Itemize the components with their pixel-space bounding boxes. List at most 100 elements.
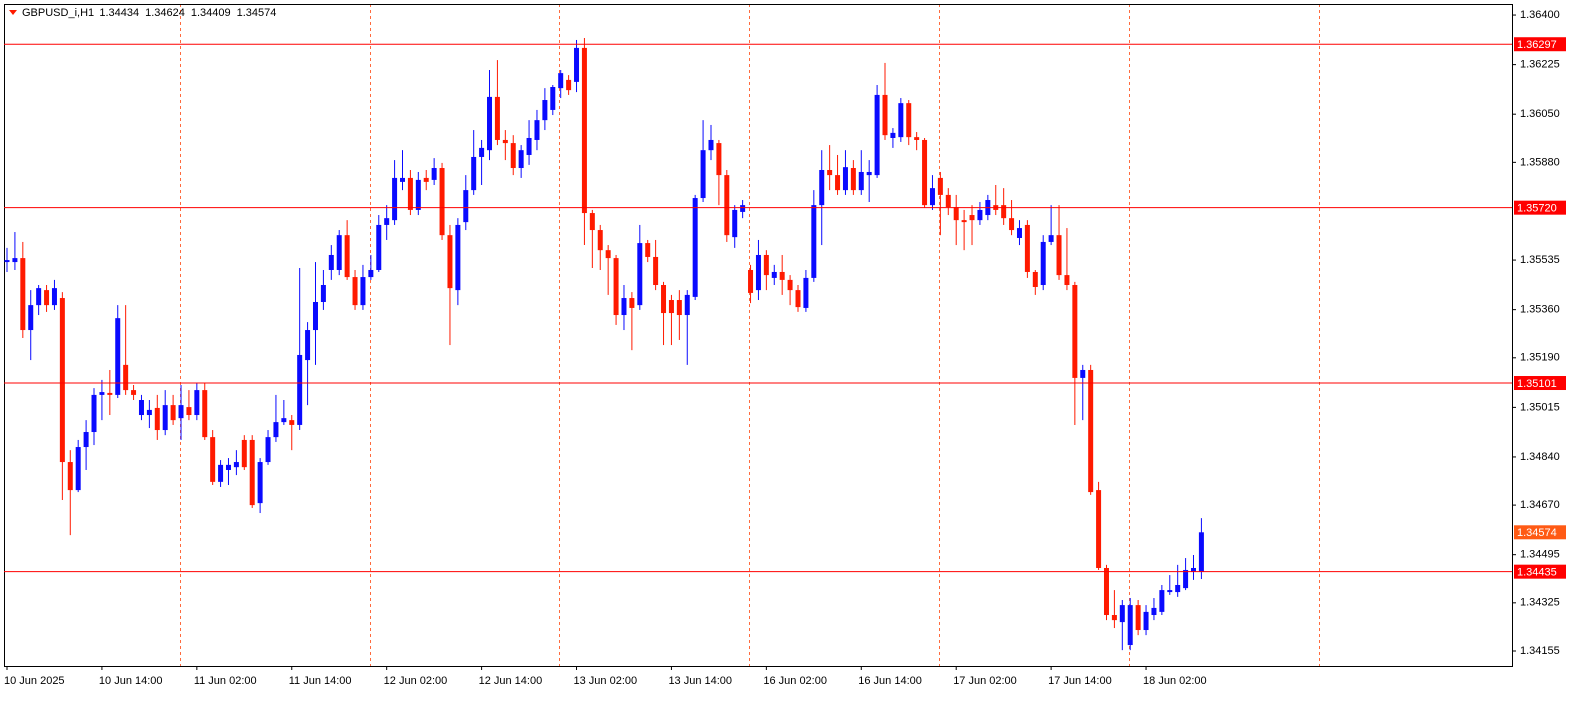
candle-body [44,290,50,306]
candle-body [273,422,279,438]
candle-body [1088,369,1094,493]
candle-body [336,235,342,270]
price-label: 1.34574 [1517,527,1557,539]
candle-body [312,301,318,331]
candle-body [1135,605,1141,631]
candle-body [542,100,548,121]
candle-body [305,330,311,361]
candle-body [463,190,469,223]
candle-body [1127,605,1133,646]
candle-body [510,143,516,169]
candle-body [668,300,674,314]
candle-body [937,177,943,195]
candle-body [194,390,200,416]
candle-body [289,420,295,425]
candle-body [1048,235,1054,242]
candle-body [360,277,366,306]
candle-body [131,390,137,395]
candle-body [344,235,350,278]
candle-body [827,169,833,176]
candle-body [748,269,754,293]
x-tick-label: 12 Jun 02:00 [384,675,448,687]
candle-body [225,464,231,470]
candle-body [12,258,18,263]
y-tick-label: 1.35015 [1520,401,1560,413]
candle-body [257,462,263,504]
chart-title: GBPUSD_i,H1 [22,7,94,19]
candle-body [550,86,556,110]
candle-body [961,220,967,223]
candle-body [850,168,856,191]
y-tick-label: 1.35190 [1520,352,1560,364]
candle-body [178,405,184,419]
level-label-box [1514,200,1566,215]
candle-body [890,132,896,138]
level-label-box [1514,37,1566,52]
candle-body [692,198,698,297]
candle-body [929,188,935,206]
candle-body [1009,218,1015,231]
candle-body [700,150,706,199]
candle-body [368,269,374,278]
candle-body [566,79,572,91]
candle-body [146,409,152,416]
y-tick-label: 1.36050 [1520,108,1560,120]
candle-body [969,215,975,221]
candle-body [297,354,303,425]
candle-body [1024,224,1030,272]
candle-body [1016,228,1022,238]
candle-body [526,137,532,155]
level-label-box [1514,376,1566,391]
candle-body [186,407,192,416]
x-tick-label: 18 Jun 02:00 [1143,675,1207,687]
level-label-box [1514,564,1566,579]
candle-body [1056,235,1062,276]
candle-body [637,243,643,306]
candle-body [906,103,912,138]
candle-body [36,288,42,306]
candle-body [1111,615,1117,621]
x-tick-label: 10 Jun 14:00 [99,675,163,687]
day-separators [180,4,1320,666]
header-open: 1.34434 [99,7,139,19]
y-tick-label: 1.34495 [1520,549,1560,561]
candle-body [1064,275,1070,286]
level-label: 1.35720 [1517,203,1557,215]
candle-body [763,254,769,276]
x-tick-label: 11 Jun 14:00 [289,675,352,687]
candle-body [597,230,603,251]
level-label: 1.35101 [1517,378,1557,390]
candle-body [241,439,247,468]
candle-body [676,300,682,316]
candle-body [439,168,445,236]
candle-body [1183,569,1189,589]
candle-body [945,194,951,208]
candle-body [1151,607,1157,616]
candle-body [1175,584,1181,593]
candle-body [91,394,97,433]
candle-body [423,177,429,182]
candle-body [724,175,730,236]
candle-body [400,177,405,182]
candle-body [83,432,89,448]
plot-frame [4,4,1513,667]
candle-body [328,254,334,270]
x-tick-label: 13 Jun 14:00 [668,675,732,687]
candle-body [605,250,611,259]
candle-body [1167,590,1173,593]
candle-body [218,464,224,482]
candle-body [755,254,761,291]
candle-body [740,205,746,212]
candle-body [20,258,26,331]
candle-body [1143,611,1149,631]
x-tick-label: 17 Jun 14:00 [1048,675,1112,687]
candle-body [589,213,595,231]
candle-body [882,94,888,136]
candle-body [629,298,635,308]
candle-body [431,168,437,180]
y-tick-label: 1.34325 [1520,597,1560,609]
candle-body [479,147,485,157]
candle-body [99,392,105,395]
candle-body [170,405,176,421]
